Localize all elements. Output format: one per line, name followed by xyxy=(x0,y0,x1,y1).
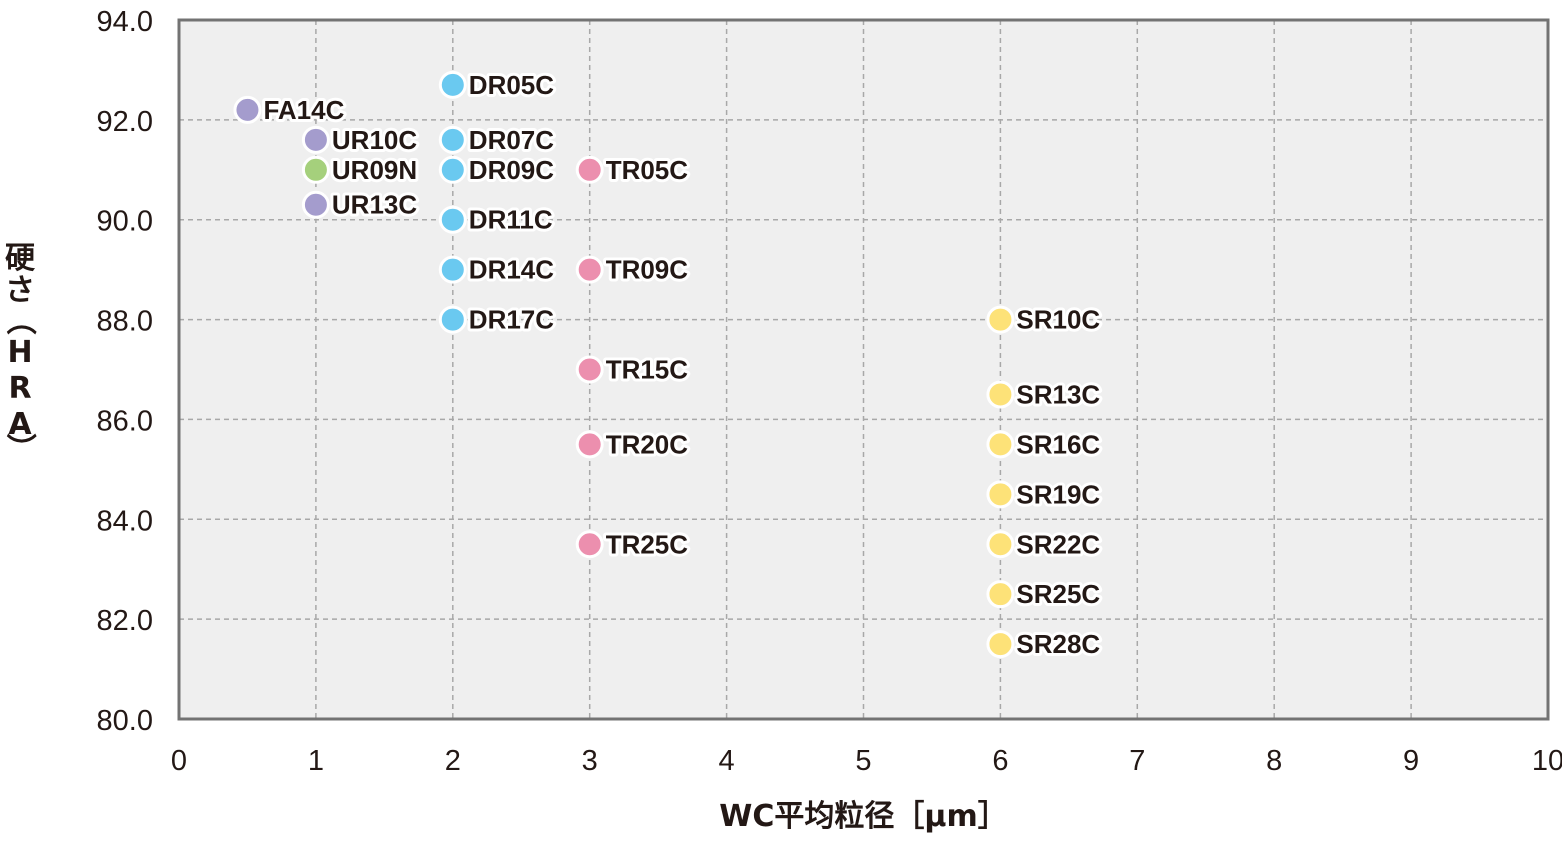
data-point-sr13c xyxy=(986,380,1015,409)
data-label-sr22c: SR22C xyxy=(1016,529,1100,559)
data-point-sr25c xyxy=(986,580,1015,609)
x-tick-label: 7 xyxy=(1129,745,1145,777)
data-label-sr16c: SR16C xyxy=(1016,429,1100,459)
data-label-tr20c: TR20C xyxy=(606,429,689,459)
data-point-tr25c xyxy=(575,530,604,559)
data-point-dr07c xyxy=(438,125,467,154)
x-tick-label: 6 xyxy=(992,745,1008,777)
y-tick-label: 82.0 xyxy=(97,605,153,637)
data-point-tr09c xyxy=(575,255,604,284)
data-point-sr28c xyxy=(986,630,1015,659)
data-point-fa14c xyxy=(233,95,262,124)
data-point-sr16c xyxy=(986,430,1015,459)
data-point-sr19c xyxy=(986,480,1015,509)
data-point-tr20c xyxy=(575,430,604,459)
data-point-sr22c xyxy=(986,530,1015,559)
data-point-tr15c xyxy=(575,355,604,384)
x-tick-label: 0 xyxy=(171,745,187,777)
data-label-dr05c: DR05C xyxy=(469,70,554,100)
y-axis-title-char: A xyxy=(8,407,32,442)
data-point-tr05c xyxy=(575,155,604,184)
y-tick-label: 86.0 xyxy=(97,405,153,437)
y-axis-title-char: R xyxy=(8,371,31,406)
data-point-dr14c xyxy=(438,255,467,284)
data-label-sr13c: SR13C xyxy=(1016,379,1100,409)
y-axis-ticks: 80.0 82.0 84.0 86.0 88.0 90.0 92.0 94.0 xyxy=(97,6,153,737)
x-axis-title: WC平均粒径［μm］ xyxy=(719,799,1007,834)
x-tick-label: 10 xyxy=(1532,745,1562,777)
data-point-ur10c xyxy=(301,125,330,154)
data-point-dr11c xyxy=(438,205,467,234)
y-axis-title-char: ） xyxy=(2,433,37,463)
x-axis-ticks: 0 1 2 3 4 5 6 7 8 9 10 xyxy=(171,745,1562,777)
y-tick-label: 94.0 xyxy=(97,6,153,38)
data-label-sr19c: SR19C xyxy=(1016,479,1100,509)
data-point-dr09c xyxy=(438,155,467,184)
x-tick-label: 9 xyxy=(1403,745,1419,777)
y-axis-title-char: さ xyxy=(5,273,35,308)
y-axis-title-char: 硬 xyxy=(5,241,36,276)
x-tick-label: 3 xyxy=(582,745,598,777)
data-point-dr05c xyxy=(438,70,467,99)
data-label-sr25c: SR25C xyxy=(1016,579,1100,609)
data-label-tr05c: TR05C xyxy=(606,155,689,185)
data-point-ur13c xyxy=(301,190,330,219)
data-point-dr17c xyxy=(438,305,467,334)
data-label-dr14c: DR14C xyxy=(469,255,554,285)
x-tick-label: 4 xyxy=(719,745,735,777)
y-axis-title: 硬さ（HRA） xyxy=(2,241,37,463)
data-label-ur09n: UR09N xyxy=(332,155,417,185)
x-tick-label: 1 xyxy=(308,745,324,777)
data-point-sr10c xyxy=(986,305,1015,334)
data-points xyxy=(233,70,1015,659)
plot-frame xyxy=(177,18,1550,721)
y-tick-label: 84.0 xyxy=(97,505,153,537)
data-label-sr28c: SR28C xyxy=(1016,629,1100,659)
x-tick-label: 5 xyxy=(855,745,871,777)
plot-area xyxy=(179,20,1548,719)
data-label-dr11c: DR11C xyxy=(469,205,553,235)
grid-lines xyxy=(179,20,1548,719)
data-point-ur09n xyxy=(301,155,330,184)
y-tick-label: 80.0 xyxy=(97,705,153,737)
data-label-tr25c: TR25C xyxy=(606,529,689,559)
y-axis-title-char: （ xyxy=(2,305,37,335)
y-tick-label: 90.0 xyxy=(97,206,153,238)
data-label-tr09c: TR09C xyxy=(606,255,689,285)
data-label-dr17c: DR17C xyxy=(469,305,554,335)
data-label-tr15c: TR15C xyxy=(606,355,689,385)
y-tick-label: 88.0 xyxy=(97,306,153,338)
y-tick-label: 92.0 xyxy=(97,106,153,138)
x-tick-label: 2 xyxy=(445,745,461,777)
data-label-fa14c: FA14C xyxy=(263,95,344,125)
data-label-ur13c: UR13C xyxy=(332,190,417,220)
y-axis-title-char: H xyxy=(7,335,32,370)
data-label-ur10c: UR10C xyxy=(332,125,417,155)
data-label-dr09c: DR09C xyxy=(469,155,554,185)
data-label-sr10c: SR10C xyxy=(1016,305,1100,335)
data-label-dr07c: DR07C xyxy=(469,125,554,155)
x-tick-label: 8 xyxy=(1266,745,1282,777)
